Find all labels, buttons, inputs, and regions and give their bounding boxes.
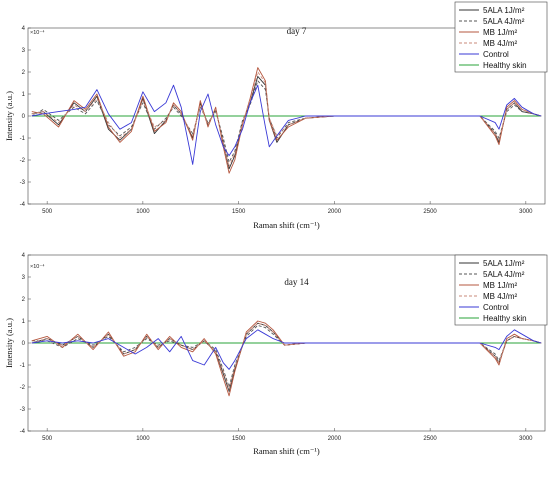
chart-panel-day-14: -4 -3 -2 -1 0 1 2 3 4 500 1000 1500 2000 2500 3000 ×10⁻… (4, 253, 548, 456)
chart-title: day 14 (284, 277, 309, 287)
legend: 5ALA 1J/m² 5ALA 4J/m² MB 1J/m² MB 4J/m² Cont… (454, 254, 548, 326)
y-tick-label: 1 (22, 92, 26, 98)
y-tick-label: -2 (20, 385, 26, 391)
legend-label-healthy-skin: Healthy skin (483, 61, 527, 70)
x-tick-label: 2500 (423, 436, 437, 442)
x-tick-label: 2500 (423, 209, 437, 215)
x-tick-label: 1500 (232, 209, 246, 215)
y-tick-label: -2 (20, 158, 26, 164)
y-tick-label: 4 (22, 253, 26, 259)
x-tick-label: 1000 (136, 436, 150, 442)
legend-label-mb-1j-m: MB 1J/m² (483, 281, 518, 290)
y-tick-label: 0 (22, 114, 26, 120)
series-line-mb-4j-m (31, 322, 542, 390)
x-tick-label: 1500 (232, 436, 246, 442)
legend-box (454, 254, 548, 326)
series-line-mb-1j-m (31, 67, 542, 174)
x-axis-label: Raman shift (cm⁻¹) (253, 446, 320, 456)
series-line-control (31, 84, 542, 165)
y-tick-label: 3 (22, 275, 26, 281)
y-tick-label: 4 (22, 26, 26, 32)
legend-box (454, 1, 548, 73)
legend-label-5ala-4j-m: 5ALA 4J/m² (483, 17, 525, 26)
legend: 5ALA 1J/m² 5ALA 4J/m² MB 1J/m² MB 4J/m² Cont… (454, 1, 548, 73)
y-exponent-label: ×10⁻⁴ (30, 29, 45, 36)
x-axis-label: Raman shift (cm⁻¹) (253, 220, 320, 230)
legend-label-control: Control (483, 303, 509, 312)
x-tick-label: 2000 (328, 209, 342, 215)
legend-label-5ala-1j-m: 5ALA 1J/m² (483, 6, 525, 15)
y-tick-label: -1 (20, 136, 26, 142)
series-line-5ala-4j-m (31, 80, 542, 163)
y-tick-label: -4 (20, 202, 26, 208)
y-tick-label: -1 (20, 363, 26, 369)
y-tick-label: -3 (20, 180, 26, 186)
x-tick-label: 2000 (328, 436, 342, 442)
y-tick-label: 2 (22, 70, 26, 76)
chart-title: day 7 (287, 26, 307, 36)
y-tick-label: 1 (22, 319, 26, 325)
legend-label-mb-4j-m: MB 4J/m² (483, 292, 518, 301)
x-tick-label: 1000 (136, 209, 150, 215)
legend-label-5ala-4j-m: 5ALA 4J/m² (483, 270, 525, 279)
series-line-mb-1j-m (31, 320, 542, 397)
legend-label-mb-4j-m: MB 4J/m² (483, 39, 518, 48)
chart-panel-day-7: -4 -3 -2 -1 0 1 2 3 4 500 1000 1500 2000 2500 3000 ×10⁻… (4, 1, 548, 230)
legend-label-mb-1j-m: MB 1J/m² (483, 28, 518, 37)
legend-label-control: Control (483, 50, 509, 59)
y-exponent-label: ×10⁻⁴ (30, 263, 45, 270)
y-axis-label: Intensity (a.u.) (4, 318, 14, 368)
series-line-control (31, 329, 542, 370)
y-axis-label: Intensity (a.u.) (4, 91, 14, 141)
y-tick-label: 3 (22, 48, 26, 54)
x-tick-label: 500 (42, 436, 53, 442)
x-tick-label: 3000 (519, 209, 533, 215)
y-tick-label: -3 (20, 407, 26, 413)
legend-label-5ala-1j-m: 5ALA 1J/m² (483, 259, 525, 268)
x-tick-label: 500 (42, 209, 53, 215)
x-tick-label: 3000 (519, 436, 533, 442)
legend-label-healthy-skin: Healthy skin (483, 314, 527, 323)
y-tick-label: 0 (22, 341, 26, 347)
y-tick-label: 2 (22, 297, 26, 303)
y-tick-label: -4 (20, 429, 26, 435)
